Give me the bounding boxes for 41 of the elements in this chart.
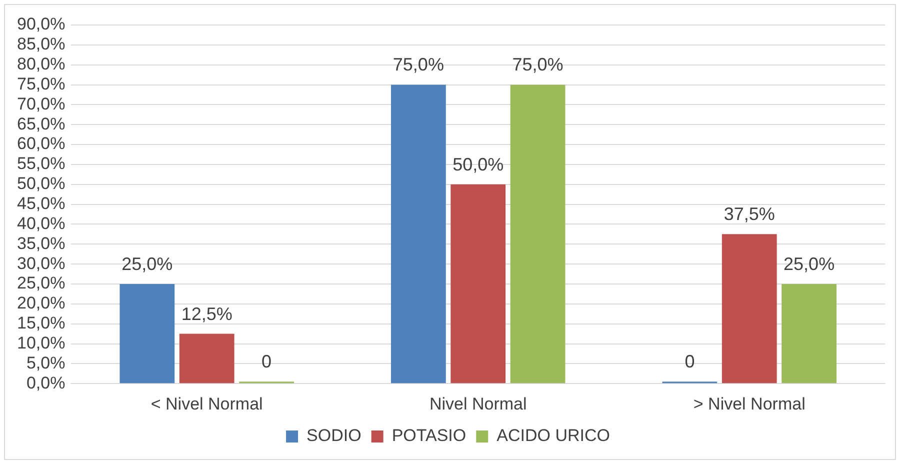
y-tick-label: 45,0%	[17, 194, 66, 213]
y-tick-label: 90,0%	[17, 14, 66, 34]
y-tick-label: 85,0%	[17, 34, 66, 54]
y-tick-label: 75,0%	[17, 74, 66, 94]
data-label: 75,0%	[392, 54, 444, 75]
y-tick-label: 30,0%	[17, 254, 66, 273]
y-tick-label: 50,0%	[17, 174, 66, 194]
legend-label: ACIDO URICO	[496, 426, 610, 446]
y-tick-label: 25,0%	[17, 274, 66, 293]
bar	[120, 284, 175, 384]
data-label: 0	[262, 352, 272, 372]
y-tick-label: 5,0%	[26, 353, 66, 372]
bar	[722, 234, 777, 384]
data-label: 25,0%	[122, 254, 173, 274]
y-tick-label: 70,0%	[17, 94, 66, 114]
y-tick-label: 80,0%	[17, 54, 66, 74]
x-tick-label: > Nivel Normal	[693, 394, 806, 414]
legend-label: SODIO	[306, 426, 362, 446]
y-tick-label: 0,0%	[26, 373, 66, 392]
bar	[510, 84, 566, 384]
x-tick-label: Nivel Normal	[429, 394, 527, 414]
y-tick-label: 55,0%	[17, 154, 66, 174]
y-tick-label: 60,0%	[17, 134, 66, 154]
bar	[390, 84, 446, 384]
data-label: 12,5%	[181, 304, 232, 324]
y-tick-label: 40,0%	[17, 214, 66, 233]
y-tick-label: 20,0%	[17, 294, 66, 313]
x-tick-label: < Nivel Normal	[150, 394, 263, 414]
data-label: 75,0%	[512, 54, 564, 75]
bar	[179, 334, 234, 384]
y-tick-label: 35,0%	[17, 234, 66, 253]
bar	[782, 284, 836, 384]
data-label: 0	[684, 352, 695, 372]
data-label: 37,5%	[724, 204, 775, 224]
data-label: 50,0%	[452, 154, 504, 174]
legend-label: POTASIO	[392, 426, 466, 446]
y-tick-label: 15,0%	[17, 314, 66, 333]
bar	[450, 184, 506, 384]
y-tick-label: 65,0%	[17, 114, 66, 134]
data-label: 25,0%	[784, 254, 835, 274]
y-tick-label: 10,0%	[17, 333, 66, 352]
